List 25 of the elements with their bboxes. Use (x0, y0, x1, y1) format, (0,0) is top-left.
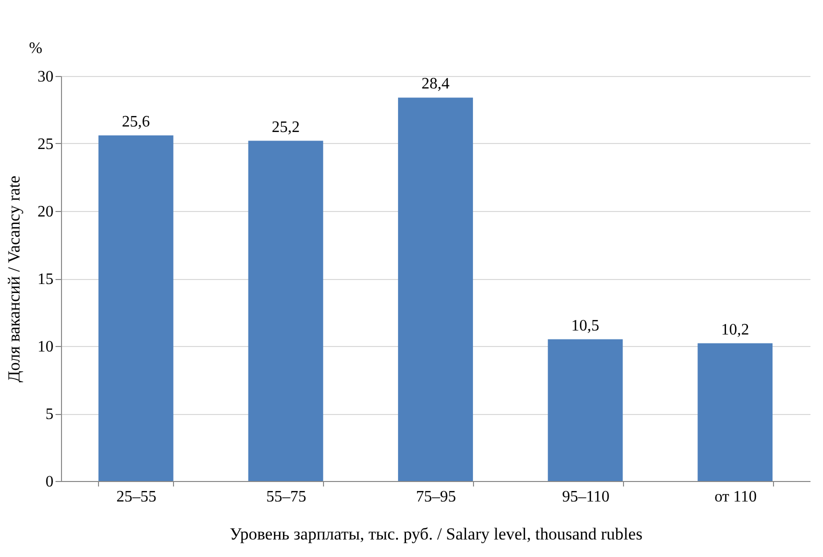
y-tick-label: 10 (38, 338, 54, 356)
x-tick-label: 95–110 (562, 488, 610, 506)
x-tick-label: 55–75 (266, 488, 306, 506)
bar (398, 98, 473, 481)
x-axis-title: Уровень зарплаты, тыс. руб. / Salary level, thousand rubles (230, 524, 642, 544)
bar (248, 140, 324, 481)
y-tick-label: 0 (46, 474, 54, 490)
y-tick-label: 20 (38, 204, 54, 220)
y-axis-title: Доля вакансий / Vacancy rate (4, 176, 24, 382)
text: % (29, 40, 42, 57)
data-label: 10,2 (721, 321, 750, 338)
y-tick-label: 30 (38, 68, 54, 86)
bar (98, 135, 174, 481)
y-tick-label: 25 (38, 136, 54, 153)
x-tick-label: от 110 (714, 488, 757, 506)
x-tick-label: 25–55 (116, 488, 156, 506)
bar (548, 339, 623, 481)
data-label: 28,4 (422, 76, 450, 93)
y-tick-label: 15 (38, 271, 54, 288)
bar (698, 343, 773, 481)
y-tick-label: 5 (46, 406, 54, 423)
data-label: 10,5 (571, 317, 600, 334)
data-label: 25,6 (122, 113, 150, 130)
x-tick-label: 75–95 (416, 488, 456, 506)
data-label: 25,2 (272, 118, 300, 136)
